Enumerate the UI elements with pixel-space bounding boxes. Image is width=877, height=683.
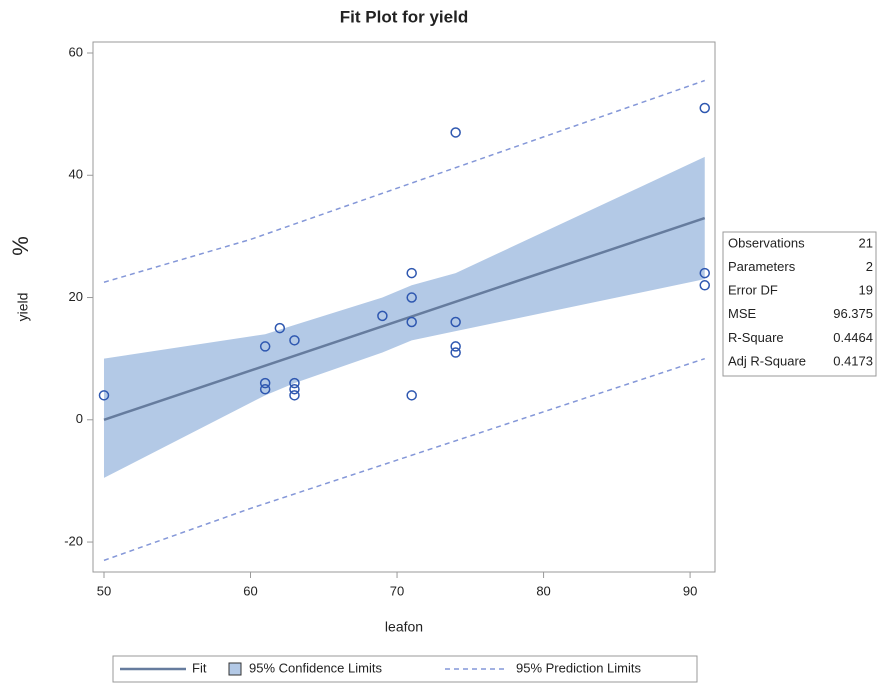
y-tick-label: -20	[64, 533, 83, 548]
data-point	[289, 335, 300, 346]
data-point	[289, 383, 300, 395]
data-point	[406, 316, 417, 328]
stat-label: R-Square	[728, 330, 784, 345]
x-tick-label: 70	[390, 583, 404, 598]
data-point	[259, 383, 271, 395]
data-point	[406, 267, 417, 279]
chart-title: Fit Plot for yield	[340, 7, 468, 26]
prediction-limit	[103, 357, 705, 562]
data-point	[450, 347, 461, 358]
data-point	[450, 127, 461, 138]
stat-label: Error DF	[728, 283, 778, 298]
data-point	[699, 267, 710, 279]
data-point	[699, 280, 710, 291]
data-point	[289, 377, 300, 389]
stat-label: Observations	[728, 235, 805, 250]
x-tick-label: 50	[97, 583, 111, 598]
legend-label: Fit	[192, 660, 207, 675]
data-point	[289, 390, 300, 401]
data-point	[406, 292, 417, 303]
data-point	[450, 316, 461, 328]
legend-label: 95% Confidence Limits	[249, 660, 382, 675]
data-point	[259, 341, 271, 352]
x-axis-label: leafon	[385, 619, 423, 635]
annotation: %	[8, 236, 33, 256]
plot-area	[98, 79, 710, 562]
x-tick-label: 90	[683, 583, 697, 598]
x-tick-label: 80	[536, 583, 550, 598]
fit-line	[103, 216, 706, 421]
confidence-band	[103, 156, 705, 478]
y-tick-label: 0	[76, 411, 83, 426]
data-point	[274, 322, 286, 334]
y-tick-label: 20	[69, 289, 83, 304]
plot-frame	[92, 41, 716, 573]
stat-label: MSE	[728, 306, 757, 321]
stat-label: Parameters	[728, 259, 796, 274]
data-point	[699, 102, 710, 114]
stat-value: 2	[866, 259, 873, 274]
data-point	[259, 377, 271, 389]
stat-label: Adj R-Square	[728, 353, 806, 368]
stat-value: 19	[859, 283, 873, 298]
x-tick-label: 60	[243, 583, 257, 598]
stat-value: 0.4173	[833, 353, 873, 368]
stat-value: 21	[859, 235, 873, 250]
y-tick-label: 60	[69, 44, 83, 59]
stat-value: 96.375	[833, 306, 873, 321]
y-tick-label: 40	[69, 167, 83, 182]
legend-confidence-swatch	[228, 662, 242, 676]
stats-box	[722, 231, 877, 377]
stat-value: 0.4464	[833, 330, 873, 345]
data-point	[406, 390, 417, 401]
y-axis-label: yield	[15, 293, 31, 322]
data-point	[98, 390, 110, 401]
data-point	[450, 341, 461, 352]
legend	[112, 655, 698, 683]
data-point	[377, 310, 388, 322]
legend-label: 95% Prediction Limits	[516, 660, 641, 675]
